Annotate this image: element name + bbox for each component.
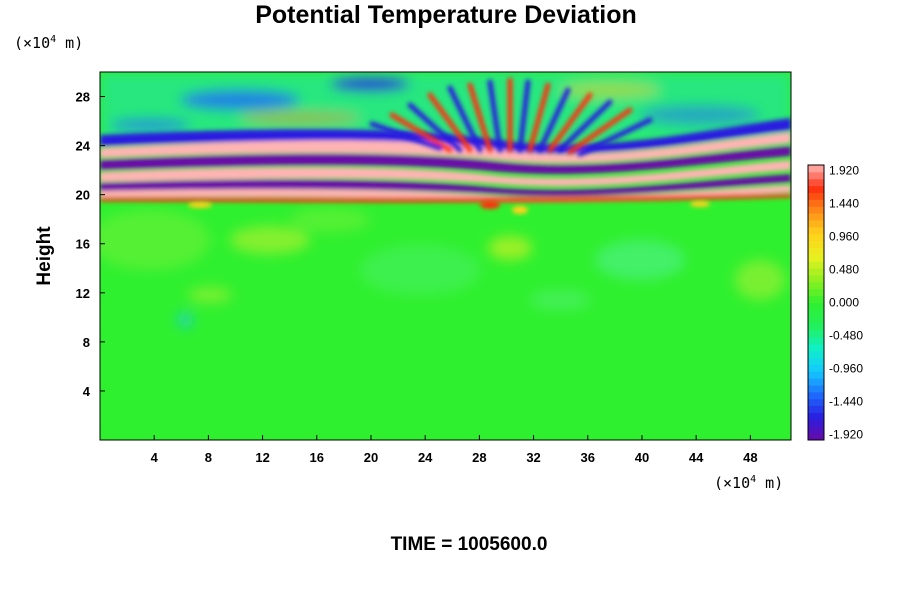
colorbar-segment [808, 364, 824, 372]
colorbar-segment [808, 426, 824, 434]
colorbar-segment [808, 240, 824, 248]
chart-title: Potential Temperature Deviation [255, 1, 637, 29]
colorbar-tick-label: 1.920 [829, 164, 859, 178]
colorbar-tick-label: 0.000 [829, 296, 859, 310]
colorbar-segment [808, 261, 824, 269]
colorbar-segment [808, 316, 824, 324]
heatmap-speckles [188, 201, 710, 214]
colorbar-segment [808, 385, 824, 393]
colorbar-segment [808, 378, 824, 386]
colorbar-frame [807, 164, 825, 441]
colorbar-segment [808, 357, 824, 365]
x-tick-label: 28 [472, 450, 486, 465]
x-tick-label: 4 [151, 450, 159, 465]
y-tick-label: 24 [76, 139, 91, 154]
heatmap-field [100, 72, 791, 440]
colorbar-segment [808, 371, 824, 379]
colorbar-tick-label: -1.440 [829, 395, 863, 409]
colorbar-segment [808, 350, 824, 358]
x-tick-label: 24 [418, 450, 433, 465]
y-tick-label: 12 [76, 286, 90, 301]
colorbar-tick-label: -1.920 [829, 428, 863, 442]
colorbar-segment [808, 254, 824, 262]
colorbar-segment [808, 419, 824, 427]
colorbar-segment [808, 178, 824, 187]
colorbar-segment [808, 220, 824, 228]
colorbar-segment [808, 275, 824, 283]
colorbar-segment [808, 405, 824, 413]
y-tick-label: 8 [83, 335, 90, 350]
colorbar-tick-label: 1.440 [829, 197, 859, 211]
x-tick-label: 20 [364, 450, 378, 465]
colorbar-segment [808, 398, 824, 407]
x-tick-label: 16 [310, 450, 324, 465]
x-tick-label: 12 [255, 450, 269, 465]
y-tick-label: 4 [83, 384, 91, 399]
colorbar-tick-label: 0.960 [829, 230, 859, 244]
colorbar-segment [808, 281, 824, 290]
colorbar-tick-label: 0.480 [829, 263, 859, 277]
x-unit-label: (×104 m) [714, 474, 783, 492]
x-tick-label: 36 [581, 450, 595, 465]
colorbar-segment [808, 309, 824, 317]
colorbar-segment [808, 206, 824, 214]
time-label: TIME = 1005600.0 [391, 534, 548, 555]
y-unit-label: (×104 m) [14, 34, 83, 52]
colorbar-segment [808, 391, 824, 400]
x-tick-label: 32 [526, 450, 540, 465]
colorbar-segment [808, 323, 824, 331]
plot-frame [99, 71, 792, 441]
heatmap-upper-background [100, 72, 791, 142]
colorbar-segment [808, 247, 824, 255]
colorbar-segment [808, 199, 824, 207]
colorbar-tick-label: -0.480 [829, 329, 863, 343]
y-tick-label: 28 [76, 90, 90, 105]
heatmap-lower-variations [100, 208, 785, 328]
colorbar-segment [808, 192, 824, 200]
colorbar: 1.920 1.440 0.960 0.480 0.000 -0.480 -0.960 -1.… [807, 164, 863, 442]
x-tick-label: 48 [743, 450, 757, 465]
colorbar-segment [808, 185, 824, 193]
colorbar-segment [808, 226, 824, 235]
heatmap-wave-striations [369, 77, 653, 157]
colorbar-segment [808, 295, 824, 303]
x-tick-label: 8 [205, 450, 212, 465]
colorbar-segment [808, 412, 824, 420]
colorbar-segment [808, 171, 824, 180]
y-tick-label: 20 [76, 188, 90, 203]
y-axis: 4 8 12 16 20 24 28 [76, 90, 105, 399]
colorbar-tick-label: -0.960 [829, 362, 863, 376]
colorbar-segment [808, 330, 824, 338]
y-tick-label: 16 [76, 237, 90, 252]
colorbar-segment [808, 433, 824, 441]
colorbar-segment [808, 343, 824, 352]
y-axis-title: Height [34, 226, 55, 286]
colorbar-segment [808, 336, 824, 345]
colorbar-segment [808, 288, 824, 297]
x-tick-label: 40 [635, 450, 649, 465]
colorbar-segment [808, 268, 824, 276]
colorbar-segment [808, 233, 824, 242]
x-tick-label: 44 [689, 450, 704, 465]
colorbar-segment [808, 302, 824, 310]
x-axis: 4 8 12 16 20 24 28 32 36 40 44 48 [151, 435, 758, 465]
colorbar-segment [808, 165, 824, 173]
colorbar-segment [808, 213, 824, 221]
